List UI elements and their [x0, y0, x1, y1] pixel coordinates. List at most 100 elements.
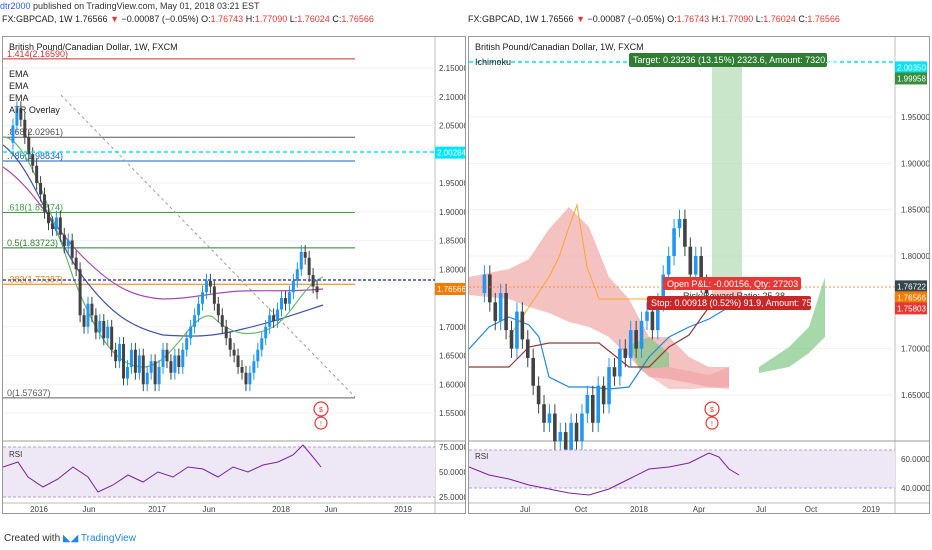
time-axis-label: 2017: [148, 505, 166, 513]
event-icon-2-glyph: !: [320, 421, 322, 428]
kumo-bull-1: [629, 337, 669, 369]
right-symbol[interactable]: FX:GBPCAD, 1W: [468, 14, 539, 24]
fib-level-label: 0(1.57637): [7, 388, 51, 398]
event-icons[interactable]: $ !: [313, 401, 329, 430]
time-axis-label-right: Oct: [805, 505, 818, 513]
right-chart-canvas[interactable]: Target: 0.23236 (13.15%) 2323.6, Amount:…: [469, 37, 929, 513]
fib-level-label: .786(1.98834): [7, 151, 63, 161]
time-axis-label-right: Jul: [520, 505, 530, 513]
left-high-label: H:: [245, 14, 255, 24]
trendline[interactable]: [60, 94, 356, 398]
price-tag-text: 2.00284: [437, 149, 465, 158]
time-axis-label: Jun: [83, 505, 96, 513]
left-symbol[interactable]: FX:GBPCAD, 1W: [2, 14, 73, 24]
right-chart-panel[interactable]: Target: 0.23236 (13.15%) 2323.6, Amount:…: [468, 36, 930, 514]
left-low-label: L:: [289, 14, 298, 24]
chikou-line: [508, 203, 669, 338]
footer: Created with ◣◢ TradingView: [0, 528, 932, 550]
left-low: 1.76024: [297, 14, 330, 24]
target-label: Target: 0.23236 (13.15%) 2323.6, Amount:…: [633, 55, 838, 65]
price-axis-label-right: 1.80000: [901, 252, 929, 261]
right-close-label: C:: [798, 14, 808, 24]
left-close: 1.76566: [341, 14, 374, 24]
price-tag-right: [895, 61, 927, 74]
rsi-axis-label-right: 60.00000: [901, 455, 929, 464]
event-icons-right[interactable]: $ !: [704, 401, 720, 430]
rsi-band-right: [469, 450, 895, 488]
left-chart-canvas[interactable]: 1.414(2.16590) .868(2.02961) .786(1.98834)…: [3, 37, 465, 513]
left-open-label: O:: [201, 14, 211, 24]
event-icon-2[interactable]: [314, 416, 328, 430]
left-chart-panel[interactable]: 1.414(2.16590) .868(2.02961) .786(1.98834)…: [2, 36, 466, 514]
right-change: −0.00087 (−0.05%): [587, 14, 665, 24]
indicator-ichimoku[interactable]: Ichimoku: [475, 57, 512, 67]
tradingview-logo-icon[interactable]: ◣◢: [62, 533, 79, 544]
right-low-label: L:: [755, 14, 764, 24]
price-tag-right: [895, 291, 927, 304]
left-last: 1.76566: [75, 14, 108, 24]
published-header: dtr2000 published on TradingView.com, Ma…: [0, 0, 932, 13]
dividend-icon-right[interactable]: [704, 401, 720, 417]
right-close: 1.76566: [807, 14, 840, 24]
rsi-line-right: [469, 452, 740, 496]
dividend-icon[interactable]: [313, 401, 329, 417]
price-tag-text: 1.76566: [437, 285, 465, 294]
price-tag-text-right: 1.75803: [897, 304, 926, 313]
right-change-arrow-icon: ▼: [576, 14, 586, 24]
stop-label: Stop: 0.00918 (0.52%) 91.9, Amount: 750: [651, 298, 817, 308]
kumo-bull-2: [759, 277, 825, 373]
price-tag-text-right: 2.00350: [897, 63, 926, 72]
price-tag-text-right: 1.76566: [897, 293, 926, 302]
price-axis-label: 1.80000: [439, 265, 465, 274]
price-axis-label: 2.15000: [439, 64, 465, 73]
rsi-line: [3, 444, 322, 493]
price-tag-text-right: 1.76722: [897, 282, 926, 291]
fib-level-label: .618(1.89874): [7, 202, 63, 212]
price-axis-label-right: 1.65000: [901, 391, 929, 400]
rsi-axis-label: 50.00000: [439, 468, 465, 477]
rsi-axis-label-right: 40.00000: [901, 484, 929, 493]
left-indicator-list: EMA EMA EMA ATR Overlay: [9, 68, 60, 116]
created-with-text: Created with: [4, 533, 61, 544]
time-axis-label-right: 2018: [630, 505, 648, 513]
ema-fast-line: [3, 136, 324, 368]
indicator-atr[interactable]: ATR Overlay: [9, 105, 60, 115]
tradingview-brand[interactable]: TradingView: [80, 533, 136, 544]
dividend-icon-right-glyph: $: [710, 407, 714, 414]
target-label-box[interactable]: [629, 53, 827, 67]
left-change: −0.00087 (−0.05%): [121, 14, 199, 24]
price-axis-label-right: 1.90000: [901, 159, 929, 168]
indicator-ema-1[interactable]: EMA: [9, 69, 29, 79]
time-axis-label-right: Apr: [693, 505, 706, 513]
left-chart-title: British Pound/Canadian Dollar, 1W, FXCM: [9, 42, 178, 52]
left-close-label: C:: [332, 14, 342, 24]
price-axis-label-right: 1.85000: [901, 206, 929, 215]
kijun-line: [469, 296, 730, 368]
target-zone[interactable]: [712, 63, 742, 277]
time-axis-label: 2018: [272, 505, 290, 513]
price-tag-right: [895, 72, 927, 85]
stop-label-box[interactable]: [647, 296, 811, 310]
right-quote-line: FX:GBPCAD, 1W 1.76566 ▼ −0.00087 (−0.05%…: [468, 14, 840, 25]
price-axis-label: 1.65000: [439, 352, 465, 361]
price-axis-label: 1.90000: [439, 208, 465, 217]
price-axis-label-right: 1.70000: [901, 345, 929, 354]
event-icon-right-2[interactable]: [705, 416, 719, 430]
price-tag-right: [895, 302, 927, 315]
indicator-ema-2[interactable]: EMA: [9, 81, 29, 91]
indicator-ema-3[interactable]: EMA: [9, 93, 29, 103]
right-low: 1.76024: [763, 14, 796, 24]
published-text: published on TradingView.com, May 01, 20…: [33, 1, 260, 11]
left-high: 1.77090: [254, 14, 288, 24]
rsi-axis-label: 25.00000: [439, 493, 465, 502]
price-axis-label: 2.10000: [439, 93, 465, 102]
open-pl-box[interactable]: [663, 277, 801, 290]
price-axis-label: 2.05000: [439, 122, 465, 131]
author-link[interactable]: dtr2000: [0, 1, 31, 11]
price-axis-label: 1.95000: [439, 179, 465, 188]
time-axis-label-right: Jul: [756, 505, 766, 513]
kumo-bear-2: [639, 367, 729, 389]
price-tag-text-right: 1.99958: [897, 74, 926, 83]
right-open-label: O:: [667, 14, 677, 24]
price-axis-label-right: 1.95000: [901, 113, 929, 122]
